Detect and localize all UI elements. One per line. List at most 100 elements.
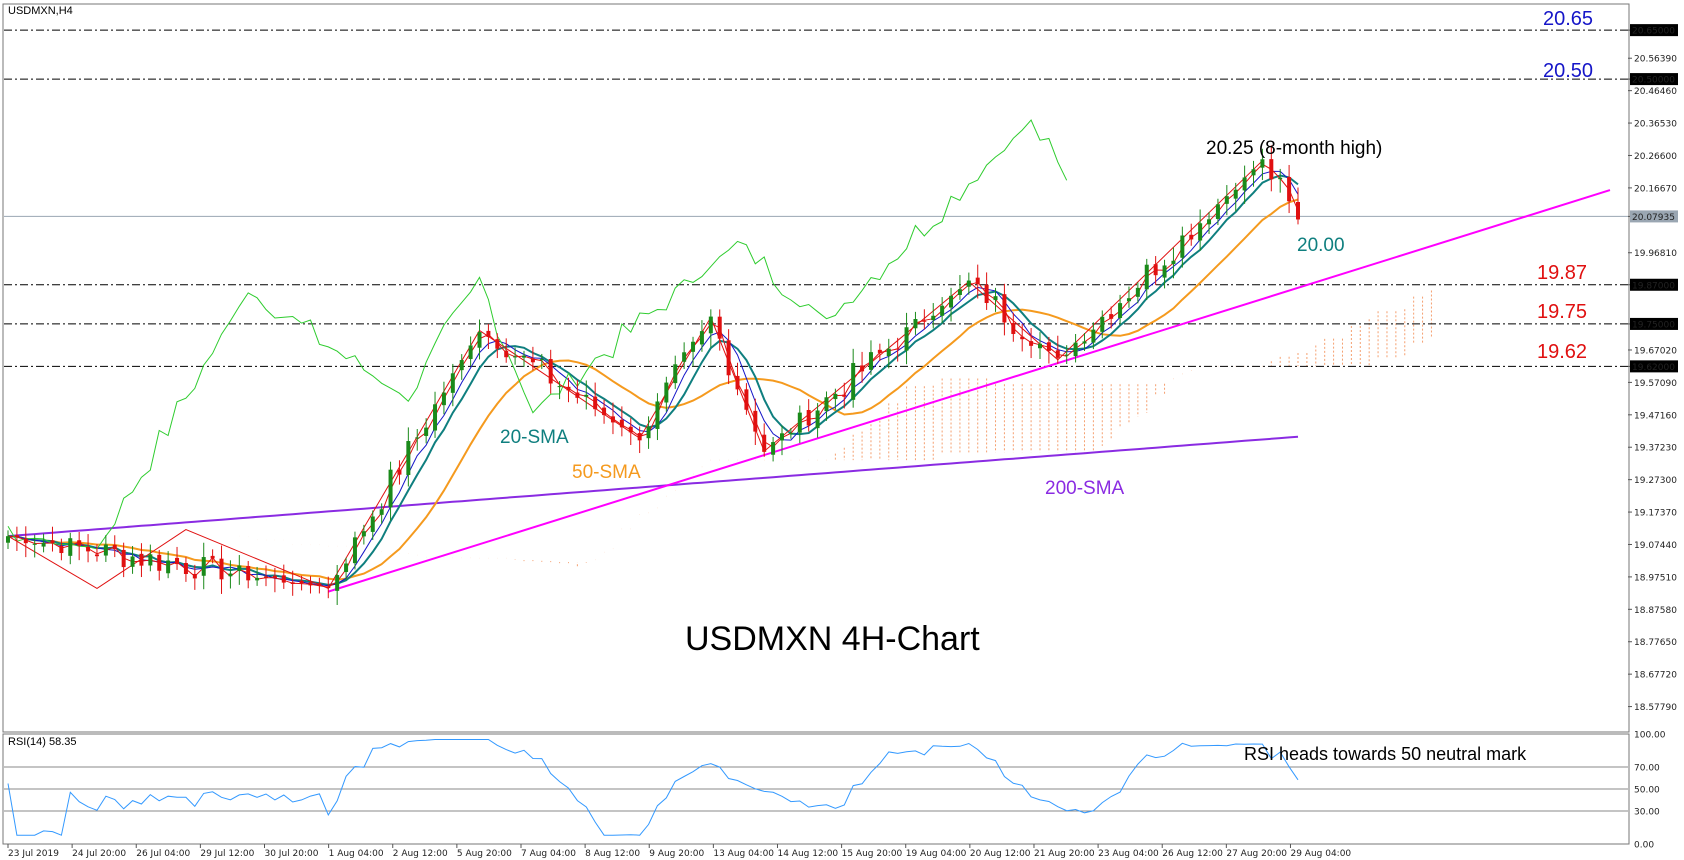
candle-body bbox=[868, 352, 873, 370]
candle-body bbox=[1215, 204, 1220, 219]
time-tick-label: 9 Aug 20:00 bbox=[649, 849, 704, 859]
level-label-19-75: 19.75 bbox=[1537, 301, 1587, 323]
candle-body bbox=[77, 540, 82, 546]
time-tick-label: 30 Jul 20:00 bbox=[264, 849, 318, 859]
candle-body bbox=[308, 582, 313, 586]
candle-body bbox=[788, 433, 793, 435]
candle-body bbox=[210, 555, 215, 559]
ichimoku-cloud bbox=[514, 290, 1432, 567]
candle-body bbox=[646, 426, 651, 439]
candle-body bbox=[326, 586, 331, 589]
time-tick-label: 1 Aug 04:00 bbox=[329, 849, 384, 859]
price-tick-label: 19.17370 bbox=[1634, 509, 1677, 519]
price-tick-label: 19.47160 bbox=[1634, 411, 1677, 421]
price-tick-label: 20.36530 bbox=[1634, 120, 1677, 130]
time-tick-label: 21 Aug 20:00 bbox=[1034, 849, 1095, 859]
candle-body bbox=[815, 410, 820, 429]
candle-body bbox=[1260, 159, 1265, 168]
candle-body bbox=[886, 348, 891, 357]
high-annotation: 20.25 (8-month high) bbox=[1206, 138, 1382, 159]
price-tick-label: 20.07935 bbox=[1632, 213, 1675, 223]
candle-body bbox=[1046, 342, 1051, 351]
candle-body bbox=[975, 277, 980, 284]
time-axis: 23 Jul 2019 24 Jul 20:00 26 Jul 04:00 29 Ju… bbox=[7, 844, 1351, 859]
candle-body bbox=[1011, 323, 1016, 334]
rsi-tick-label: 100.00 bbox=[1634, 731, 1666, 741]
level-label-20-50: 20.50 bbox=[1543, 60, 1593, 82]
candle-body bbox=[1171, 260, 1176, 265]
candle-body bbox=[50, 540, 55, 544]
time-tick-label: 7 Aug 04:00 bbox=[521, 849, 576, 859]
sma50-label: 50-SMA bbox=[572, 462, 641, 483]
candle-body bbox=[1055, 350, 1060, 358]
time-tick-label: 27 Aug 20:00 bbox=[1226, 849, 1287, 859]
time-tick-label: 14 Aug 12:00 bbox=[777, 849, 838, 859]
price-tick-label: 18.97510 bbox=[1634, 573, 1677, 583]
candle-body bbox=[1082, 341, 1087, 344]
candle-body bbox=[1126, 298, 1131, 302]
trendline bbox=[327, 189, 1611, 593]
candle-body bbox=[1189, 234, 1194, 240]
candle-body bbox=[41, 542, 46, 547]
price-tick-label: 19.67020 bbox=[1634, 346, 1677, 356]
candle-body bbox=[602, 407, 607, 416]
time-tick-label: 26 Aug 12:00 bbox=[1162, 849, 1223, 859]
candle-body bbox=[966, 280, 971, 287]
price-tick-label: 19.96810 bbox=[1634, 249, 1677, 259]
price-tick-label: 20.26600 bbox=[1634, 152, 1677, 162]
candle-body bbox=[940, 305, 945, 316]
candle-body bbox=[433, 404, 438, 431]
candle-body bbox=[851, 363, 856, 400]
horizontal-levels bbox=[4, 29, 1628, 367]
rsi-tick-label: 30.00 bbox=[1634, 808, 1660, 818]
candle-body bbox=[86, 546, 91, 552]
price-tick-label: 19.75000 bbox=[1632, 320, 1675, 330]
price-tick-box bbox=[1630, 317, 1678, 330]
price-tick-label: 18.77650 bbox=[1634, 638, 1677, 648]
candle-body bbox=[753, 410, 758, 432]
candle-body bbox=[1091, 329, 1096, 343]
candle-body bbox=[344, 563, 349, 572]
candle-body bbox=[299, 580, 304, 584]
candle-body bbox=[1251, 169, 1256, 176]
candle-body bbox=[717, 316, 722, 339]
sma20-label: 20-SMA bbox=[500, 427, 569, 448]
price-tick-label: 18.67720 bbox=[1634, 671, 1677, 681]
candle-body bbox=[237, 565, 242, 572]
candle-body bbox=[504, 350, 509, 358]
candle-body bbox=[441, 392, 446, 406]
price-tick-label: 18.87580 bbox=[1634, 606, 1677, 616]
candle-body bbox=[139, 553, 144, 566]
candle-body bbox=[522, 355, 526, 358]
candle-body bbox=[94, 554, 99, 557]
candle-body bbox=[780, 433, 784, 441]
level-label-19-87: 19.87 bbox=[1537, 262, 1587, 284]
candle-body bbox=[1153, 264, 1158, 276]
candle-body bbox=[922, 320, 927, 322]
candle-body bbox=[424, 427, 429, 436]
rsi-label: RSI(14) 58.35 bbox=[8, 736, 76, 748]
chikou-line bbox=[7, 119, 1068, 550]
candle-body bbox=[637, 433, 642, 441]
candle-body bbox=[691, 341, 696, 352]
price-tick-label: 19.37230 bbox=[1634, 444, 1677, 454]
candle-body bbox=[628, 426, 633, 433]
candle-body bbox=[388, 469, 393, 508]
time-tick-label: 20 Aug 12:00 bbox=[970, 849, 1031, 859]
chart-watermark: USDMXN 4H-Chart bbox=[685, 620, 980, 658]
level-label-19-62: 19.62 bbox=[1537, 341, 1587, 363]
time-tick-label: 29 Jul 12:00 bbox=[200, 849, 254, 859]
rsi-tick-label: 0.00 bbox=[1634, 841, 1654, 851]
candle-body bbox=[771, 442, 776, 455]
candle-body bbox=[877, 349, 882, 353]
candle-body bbox=[68, 538, 73, 556]
sma200-line bbox=[7, 435, 1299, 538]
price-tick-box bbox=[1630, 73, 1678, 86]
candle-body bbox=[361, 531, 366, 537]
candle-body bbox=[1073, 342, 1078, 357]
candle-body bbox=[575, 392, 580, 398]
sma200-label: 200-SMA bbox=[1045, 478, 1125, 499]
price-tick-label: 18.57790 bbox=[1634, 703, 1677, 713]
time-tick-label: 13 Aug 04:00 bbox=[713, 849, 774, 859]
price-tick-label: 19.87000 bbox=[1632, 281, 1675, 291]
